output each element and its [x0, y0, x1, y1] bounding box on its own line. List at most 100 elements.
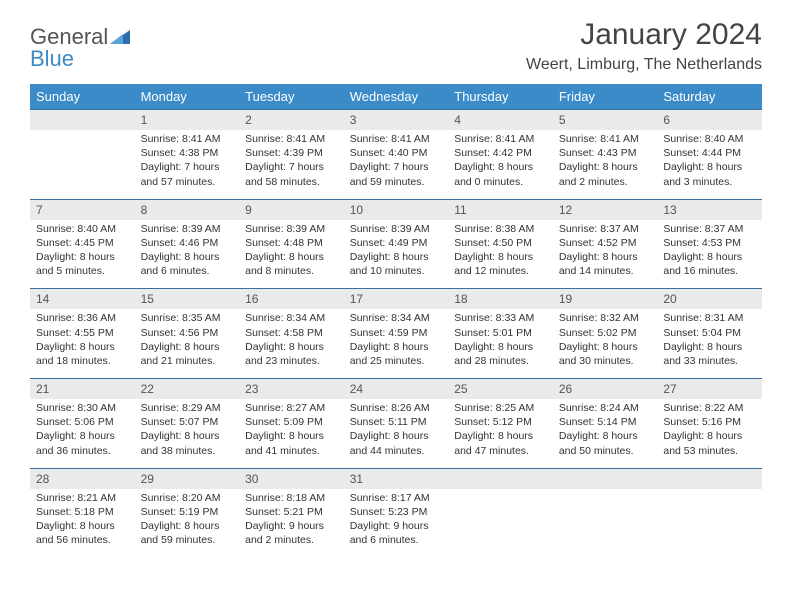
- day-content-cell: Sunrise: 8:29 AMSunset: 5:07 PMDaylight:…: [135, 399, 240, 468]
- day-number-cell: 23: [239, 379, 344, 400]
- day-number-cell: 26: [553, 379, 658, 400]
- day-content-cell: [657, 489, 762, 558]
- day-number-cell: 29: [135, 468, 240, 489]
- sunrise-text: Sunrise: 8:27 AM: [245, 401, 338, 415]
- day-content-cell: Sunrise: 8:37 AMSunset: 4:53 PMDaylight:…: [657, 220, 762, 289]
- day-number-cell: 1: [135, 110, 240, 131]
- day-content-cell: Sunrise: 8:34 AMSunset: 4:58 PMDaylight:…: [239, 309, 344, 378]
- daylight-text: Daylight: 8 hours and 16 minutes.: [663, 250, 756, 278]
- daylight-text: Daylight: 8 hours and 41 minutes.: [245, 429, 338, 457]
- day-content-cell: Sunrise: 8:20 AMSunset: 5:19 PMDaylight:…: [135, 489, 240, 558]
- dow-header: Friday: [553, 84, 658, 110]
- day-of-week-row: Sunday Monday Tuesday Wednesday Thursday…: [30, 84, 762, 110]
- sunrise-text: Sunrise: 8:41 AM: [350, 132, 443, 146]
- sunset-text: Sunset: 4:56 PM: [141, 326, 234, 340]
- sunrise-text: Sunrise: 8:21 AM: [36, 491, 129, 505]
- day-number-cell: 22: [135, 379, 240, 400]
- daylight-text: Daylight: 8 hours and 47 minutes.: [454, 429, 547, 457]
- sunrise-text: Sunrise: 8:34 AM: [245, 311, 338, 325]
- day-number-cell: [448, 468, 553, 489]
- day-number-cell: 24: [344, 379, 449, 400]
- sunset-text: Sunset: 4:50 PM: [454, 236, 547, 250]
- day-content-cell: Sunrise: 8:36 AMSunset: 4:55 PMDaylight:…: [30, 309, 135, 378]
- day-content-cell: Sunrise: 8:40 AMSunset: 4:45 PMDaylight:…: [30, 220, 135, 289]
- day-content-row: Sunrise: 8:30 AMSunset: 5:06 PMDaylight:…: [30, 399, 762, 468]
- day-content-cell: Sunrise: 8:21 AMSunset: 5:18 PMDaylight:…: [30, 489, 135, 558]
- day-number-cell: 8: [135, 199, 240, 220]
- brand-logo: GeneralBlue: [30, 24, 130, 72]
- day-content-cell: Sunrise: 8:31 AMSunset: 5:04 PMDaylight:…: [657, 309, 762, 378]
- day-content-cell: Sunrise: 8:41 AMSunset: 4:40 PMDaylight:…: [344, 130, 449, 199]
- day-content-cell: Sunrise: 8:39 AMSunset: 4:46 PMDaylight:…: [135, 220, 240, 289]
- sunset-text: Sunset: 4:43 PM: [559, 146, 652, 160]
- day-content-row: Sunrise: 8:40 AMSunset: 4:45 PMDaylight:…: [30, 220, 762, 289]
- sunrise-text: Sunrise: 8:31 AM: [663, 311, 756, 325]
- day-content-cell: Sunrise: 8:41 AMSunset: 4:43 PMDaylight:…: [553, 130, 658, 199]
- sunset-text: Sunset: 4:52 PM: [559, 236, 652, 250]
- day-number-cell: 17: [344, 289, 449, 310]
- sunrise-text: Sunrise: 8:34 AM: [350, 311, 443, 325]
- day-number-cell: 10: [344, 199, 449, 220]
- day-number-cell: 21: [30, 379, 135, 400]
- sunset-text: Sunset: 4:44 PM: [663, 146, 756, 160]
- sunset-text: Sunset: 4:49 PM: [350, 236, 443, 250]
- day-content-cell: Sunrise: 8:41 AMSunset: 4:42 PMDaylight:…: [448, 130, 553, 199]
- day-number-cell: 19: [553, 289, 658, 310]
- day-content-cell: Sunrise: 8:40 AMSunset: 4:44 PMDaylight:…: [657, 130, 762, 199]
- sunset-text: Sunset: 5:11 PM: [350, 415, 443, 429]
- sunrise-text: Sunrise: 8:39 AM: [245, 222, 338, 236]
- daylight-text: Daylight: 8 hours and 14 minutes.: [559, 250, 652, 278]
- sunset-text: Sunset: 5:18 PM: [36, 505, 129, 519]
- day-content-cell: Sunrise: 8:38 AMSunset: 4:50 PMDaylight:…: [448, 220, 553, 289]
- day-number-cell: 11: [448, 199, 553, 220]
- daylight-text: Daylight: 8 hours and 8 minutes.: [245, 250, 338, 278]
- day-content-cell: Sunrise: 8:24 AMSunset: 5:14 PMDaylight:…: [553, 399, 658, 468]
- sunrise-text: Sunrise: 8:26 AM: [350, 401, 443, 415]
- sunrise-text: Sunrise: 8:24 AM: [559, 401, 652, 415]
- daylight-text: Daylight: 8 hours and 21 minutes.: [141, 340, 234, 368]
- day-number-cell: 30: [239, 468, 344, 489]
- day-content-cell: Sunrise: 8:17 AMSunset: 5:23 PMDaylight:…: [344, 489, 449, 558]
- day-number-cell: [657, 468, 762, 489]
- daylight-text: Daylight: 8 hours and 36 minutes.: [36, 429, 129, 457]
- day-number-cell: 25: [448, 379, 553, 400]
- sunrise-text: Sunrise: 8:41 AM: [454, 132, 547, 146]
- day-content-cell: Sunrise: 8:37 AMSunset: 4:52 PMDaylight:…: [553, 220, 658, 289]
- day-number-cell: 14: [30, 289, 135, 310]
- day-number-cell: 5: [553, 110, 658, 131]
- day-number-cell: 7: [30, 199, 135, 220]
- day-content-cell: [30, 130, 135, 199]
- brand-part2: Blue: [30, 46, 130, 72]
- sunset-text: Sunset: 4:38 PM: [141, 146, 234, 160]
- sunrise-text: Sunrise: 8:18 AM: [245, 491, 338, 505]
- day-content-cell: Sunrise: 8:39 AMSunset: 4:49 PMDaylight:…: [344, 220, 449, 289]
- day-number-cell: 27: [657, 379, 762, 400]
- day-number-cell: 12: [553, 199, 658, 220]
- daylight-text: Daylight: 8 hours and 59 minutes.: [141, 519, 234, 547]
- daylight-text: Daylight: 8 hours and 23 minutes.: [245, 340, 338, 368]
- sunset-text: Sunset: 5:16 PM: [663, 415, 756, 429]
- sunrise-text: Sunrise: 8:36 AM: [36, 311, 129, 325]
- month-title: January 2024: [526, 18, 762, 52]
- calendar-table: Sunday Monday Tuesday Wednesday Thursday…: [30, 84, 762, 557]
- daylight-text: Daylight: 8 hours and 12 minutes.: [454, 250, 547, 278]
- day-content-cell: Sunrise: 8:33 AMSunset: 5:01 PMDaylight:…: [448, 309, 553, 378]
- location: Weert, Limburg, The Netherlands: [526, 56, 762, 74]
- day-number-cell: 16: [239, 289, 344, 310]
- sunrise-text: Sunrise: 8:40 AM: [36, 222, 129, 236]
- day-content-cell: [448, 489, 553, 558]
- daylight-text: Daylight: 8 hours and 56 minutes.: [36, 519, 129, 547]
- sunset-text: Sunset: 5:09 PM: [245, 415, 338, 429]
- day-number-cell: [553, 468, 658, 489]
- sunset-text: Sunset: 4:39 PM: [245, 146, 338, 160]
- day-content-cell: Sunrise: 8:22 AMSunset: 5:16 PMDaylight:…: [657, 399, 762, 468]
- sunrise-text: Sunrise: 8:41 AM: [245, 132, 338, 146]
- day-content-cell: Sunrise: 8:35 AMSunset: 4:56 PMDaylight:…: [135, 309, 240, 378]
- day-number-row: 28293031: [30, 468, 762, 489]
- daylight-text: Daylight: 7 hours and 58 minutes.: [245, 160, 338, 188]
- sunrise-text: Sunrise: 8:20 AM: [141, 491, 234, 505]
- day-number-cell: 31: [344, 468, 449, 489]
- logo-triangle-icon: [110, 24, 130, 49]
- daylight-text: Daylight: 8 hours and 18 minutes.: [36, 340, 129, 368]
- daylight-text: Daylight: 8 hours and 30 minutes.: [559, 340, 652, 368]
